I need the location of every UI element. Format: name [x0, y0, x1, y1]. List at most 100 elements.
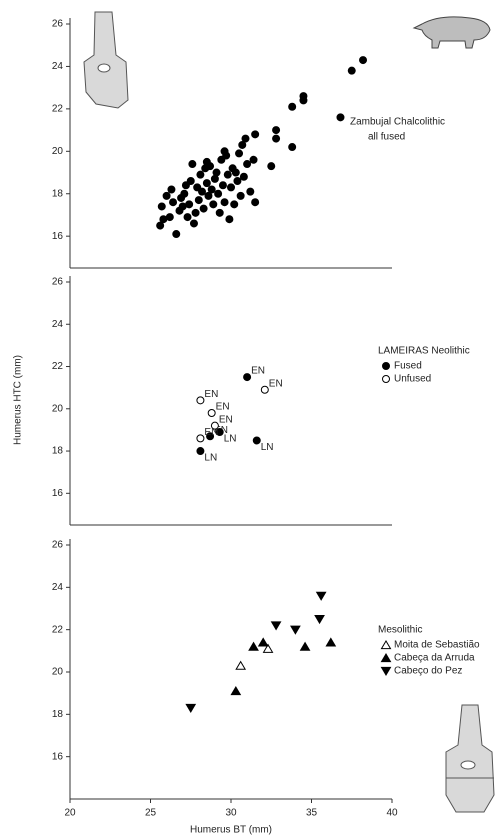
data-point [299, 641, 311, 651]
y-tick-label: 26 [52, 540, 64, 551]
y-tick-label: 22 [52, 624, 64, 635]
data-point [233, 177, 242, 186]
data-point [212, 168, 221, 177]
y-tick-label: 24 [52, 319, 64, 330]
data-point [188, 160, 197, 169]
data-point [290, 625, 301, 635]
data-point [194, 196, 203, 205]
data-point [288, 143, 297, 152]
legend-subtitle: all fused [368, 132, 405, 143]
data-point [314, 614, 325, 625]
data-point [235, 660, 247, 670]
data-point [199, 204, 208, 213]
data-point [236, 191, 245, 200]
data-point [235, 149, 244, 158]
point-label: EN [269, 378, 283, 389]
y-tick-label: 18 [52, 446, 64, 457]
data-point [209, 200, 218, 209]
data-point [238, 140, 247, 149]
data-point [220, 198, 229, 207]
data-point [207, 409, 216, 418]
data-point [223, 170, 232, 179]
y-tick-label: 22 [52, 361, 64, 372]
y-tick-label: 24 [52, 582, 64, 593]
legend-marker [382, 362, 390, 370]
point-label: LN [204, 453, 217, 464]
data-point [157, 202, 166, 211]
data-point [215, 428, 224, 437]
y-tick-label: 20 [52, 667, 64, 678]
x-tick-label: 35 [306, 808, 318, 819]
data-point [227, 183, 235, 192]
y-tick-label: 20 [52, 403, 64, 414]
y-tick-label: 16 [52, 488, 64, 499]
data-point [347, 66, 356, 75]
pig-illustration [412, 16, 491, 49]
x-tick-label: 20 [64, 808, 76, 819]
data-point [299, 92, 308, 101]
data-point [230, 200, 239, 209]
data-point [206, 432, 215, 441]
x-tick-label: 25 [145, 808, 157, 819]
data-point [288, 102, 297, 111]
data-point [336, 113, 345, 122]
legend-label: Cabeça da Arruda [394, 653, 475, 664]
y-tick-label: 18 [52, 709, 64, 720]
data-point [191, 208, 200, 217]
point-label: EN [219, 414, 233, 425]
data-point [248, 641, 259, 651]
point-label: EN [216, 402, 230, 413]
data-point [172, 230, 181, 239]
point-label: EN [251, 366, 265, 377]
legend-marker [382, 375, 390, 383]
data-point [239, 172, 248, 181]
legend-label: Fused [394, 361, 422, 372]
data-point [325, 637, 337, 647]
point-label: EN [204, 427, 218, 438]
data-point [156, 221, 165, 230]
legend-marker [380, 652, 392, 663]
data-point [196, 447, 205, 456]
bone-illustration [83, 11, 129, 109]
legend-title: LAMEIRAS Neolithic [378, 346, 470, 357]
data-point [196, 170, 205, 179]
data-point [196, 434, 205, 443]
y-tick-label: 18 [52, 188, 64, 199]
data-point [215, 208, 224, 217]
data-point [169, 198, 178, 207]
data-point [210, 421, 219, 430]
data-point [257, 637, 269, 647]
data-point [198, 187, 207, 196]
legend-marker [380, 639, 392, 650]
data-point [262, 643, 274, 653]
data-point [181, 181, 190, 190]
data-point [196, 396, 205, 405]
data-point [243, 373, 252, 382]
data-point [204, 191, 213, 200]
data-point [252, 436, 261, 445]
data-point [202, 179, 211, 188]
data-point [185, 200, 194, 209]
data-point [214, 189, 223, 198]
y-tick-label: 26 [52, 19, 64, 30]
data-point [159, 215, 168, 224]
data-point [241, 134, 250, 143]
data-point [165, 213, 174, 222]
legend-title: Zambujal Chalcolithic [350, 117, 445, 128]
bone-illustration [445, 704, 495, 813]
data-point [183, 213, 192, 222]
data-point [251, 198, 260, 207]
data-point [167, 185, 176, 194]
legend-label: Unfused [394, 374, 431, 385]
data-point [270, 621, 282, 631]
data-point [225, 215, 234, 224]
y-tick-label: 16 [52, 231, 64, 242]
data-point [243, 160, 252, 169]
data-point [162, 191, 171, 200]
y-tick-label: 20 [52, 146, 64, 157]
data-point [220, 147, 229, 156]
data-point [230, 686, 242, 696]
y-tick-label: 22 [52, 104, 64, 115]
data-point [202, 157, 211, 166]
